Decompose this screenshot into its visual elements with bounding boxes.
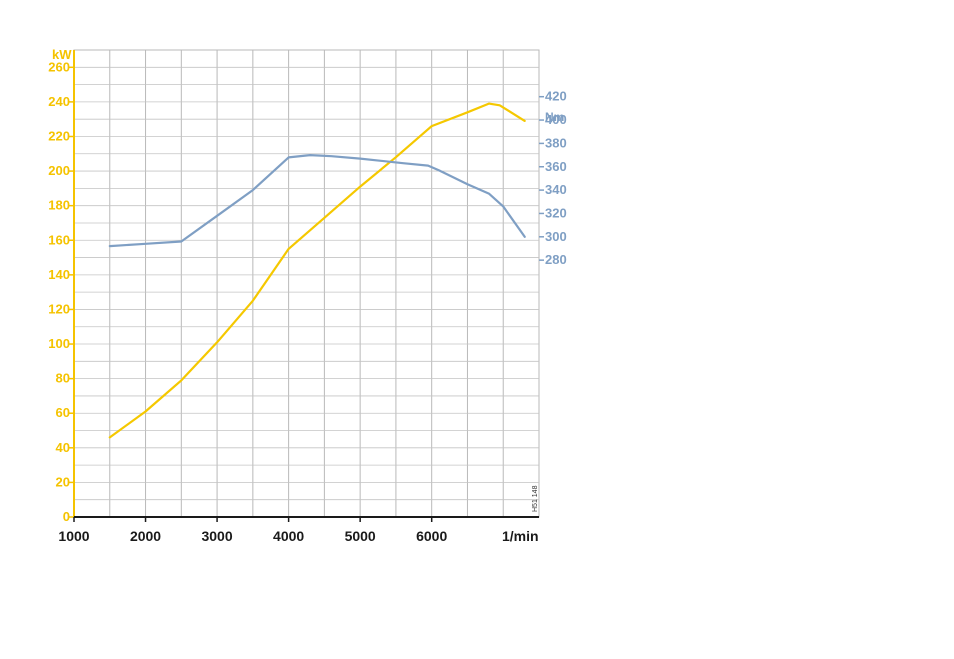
right-axis-tick-label: 420 [545, 89, 567, 104]
left-axis-tick-label: 140 [48, 267, 70, 282]
left-axis-unit-label: kW [52, 47, 72, 62]
tick-labels: 0 20 40 60 80 100 120 140 160 180 200 220 240 260 280 3… [48, 59, 566, 544]
series-group [108, 102, 526, 439]
right-axis-tick-label: 300 [545, 229, 567, 244]
x-axis-tick-label: 5000 [345, 528, 376, 544]
x-axis-tick-label: 4000 [273, 528, 304, 544]
left-axis-tick-label: 100 [48, 336, 70, 351]
left-axis-tick-label: 0 [63, 509, 70, 524]
right-axis-tick-label: 320 [545, 205, 567, 220]
left-axis-tick-label: 220 [48, 128, 70, 143]
x-axis-tick-label: 2000 [130, 528, 161, 544]
grid [69, 49, 544, 522]
left-axis-tick-label: 160 [48, 232, 70, 247]
right-axis-tick-label: 380 [545, 135, 567, 150]
right-axis-tick-label: 340 [545, 182, 567, 197]
left-axis-tick-label: 40 [56, 440, 70, 455]
right-axis-tick-label: 280 [545, 252, 567, 267]
right-axis-unit-label: Nm [545, 110, 564, 124]
figure-code: H51 148 [532, 485, 539, 512]
left-axis-tick-label: 120 [48, 301, 70, 316]
left-axis-tick-label: 200 [48, 163, 70, 178]
x-axis-tick-label: 3000 [201, 528, 232, 544]
torque-curve-nm [108, 154, 526, 248]
x-axis-tick-label: 1000 [58, 528, 89, 544]
right-axis-tick-label: 400 [545, 112, 567, 127]
left-axis-tick-label: 60 [56, 405, 70, 420]
left-axis-tick-label: 20 [56, 474, 70, 489]
power-curve-kw [108, 102, 526, 439]
x-axis-tick-label: 6000 [416, 528, 447, 544]
left-axis-tick-label: 240 [48, 94, 70, 109]
x-axis-unit-label: 1/min [502, 528, 539, 544]
right-axis-tick-label: 360 [545, 159, 567, 174]
left-axis-tick-label: 80 [56, 371, 70, 386]
left-axis-tick-label: 260 [48, 59, 70, 74]
left-axis-tick-label: 180 [48, 198, 70, 213]
plot-frame [73, 49, 540, 518]
